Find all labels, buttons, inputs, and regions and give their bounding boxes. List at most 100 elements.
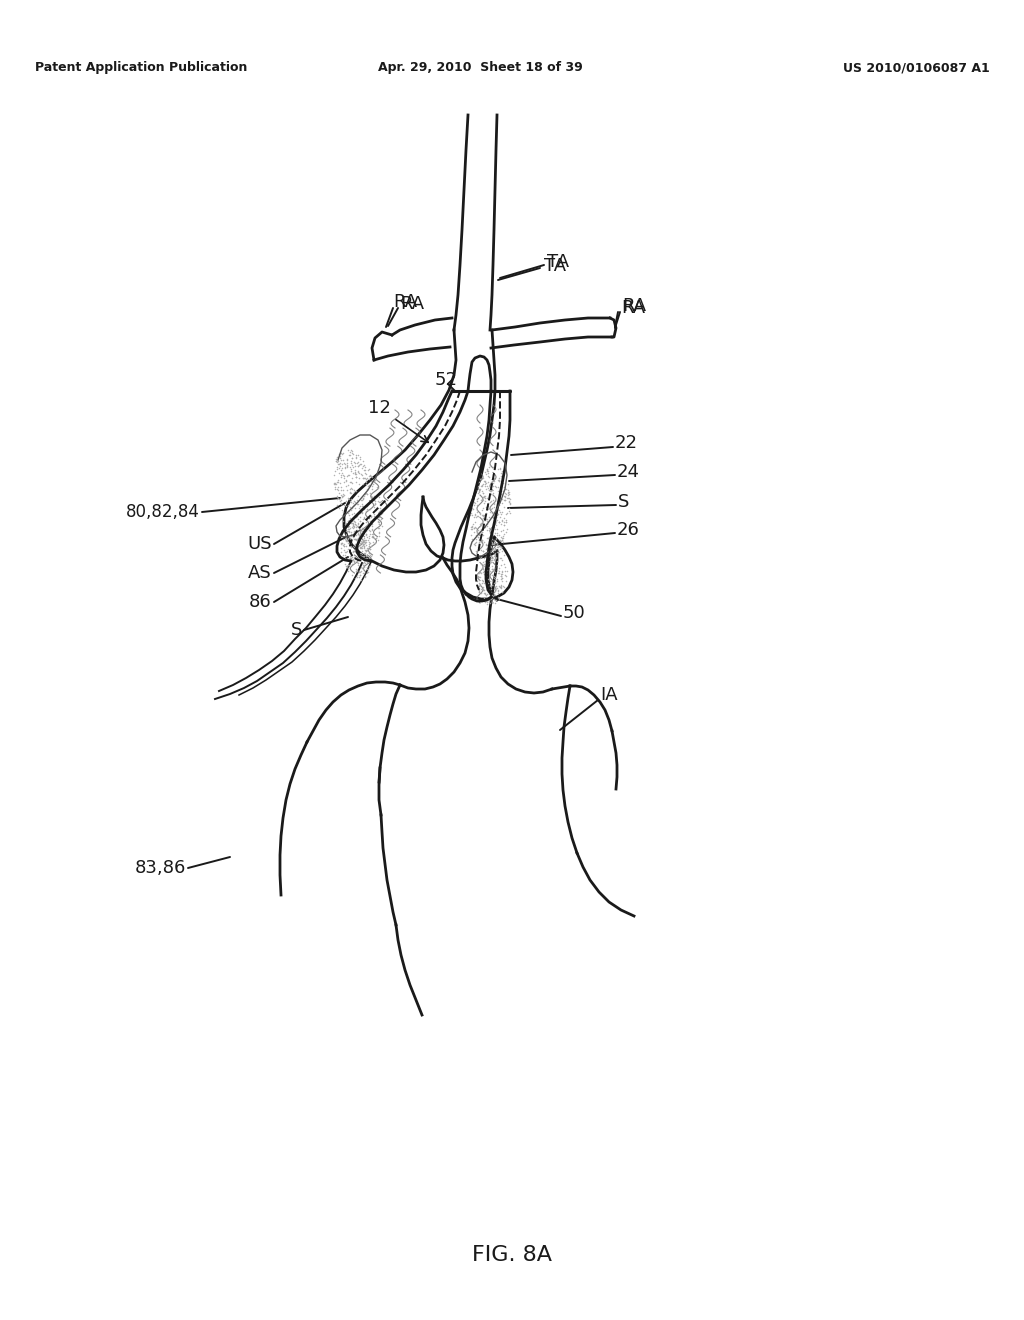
Text: US: US: [248, 535, 272, 553]
Point: [467, 504, 483, 525]
Point: [348, 517, 365, 539]
Point: [471, 482, 487, 503]
Point: [479, 554, 496, 576]
Point: [496, 480, 512, 502]
Point: [361, 466, 378, 487]
Point: [488, 570, 505, 591]
Point: [355, 545, 372, 566]
Point: [489, 458, 506, 479]
Point: [338, 517, 354, 539]
Point: [349, 528, 366, 549]
Point: [471, 531, 487, 552]
Point: [485, 483, 502, 504]
Point: [493, 537, 509, 558]
Point: [343, 488, 359, 510]
Point: [348, 550, 365, 572]
Point: [494, 459, 510, 480]
Point: [463, 524, 479, 545]
Point: [352, 446, 369, 467]
Point: [340, 474, 356, 495]
Point: [494, 576, 510, 597]
Point: [480, 519, 497, 540]
Point: [360, 517, 377, 539]
Point: [488, 577, 505, 598]
Point: [480, 583, 497, 605]
Point: [330, 477, 346, 498]
Point: [475, 506, 492, 527]
Point: [475, 541, 492, 562]
Point: [471, 569, 487, 590]
Point: [356, 533, 373, 554]
Point: [336, 465, 352, 486]
Point: [475, 498, 492, 519]
Point: [344, 478, 360, 499]
Point: [356, 506, 373, 527]
Point: [344, 511, 360, 532]
Point: [343, 482, 359, 503]
Point: [486, 519, 503, 540]
Point: [357, 532, 374, 553]
Point: [354, 529, 371, 550]
Point: [357, 457, 374, 478]
Point: [371, 525, 387, 546]
Point: [374, 515, 390, 536]
Point: [474, 499, 490, 520]
Point: [482, 545, 499, 566]
Point: [361, 482, 378, 503]
Point: [492, 511, 508, 532]
Point: [336, 467, 352, 488]
Point: [481, 517, 498, 539]
Point: [333, 541, 349, 562]
Point: [502, 488, 518, 510]
Point: [345, 552, 361, 573]
Point: [485, 533, 502, 554]
Point: [343, 473, 359, 494]
Point: [334, 521, 350, 543]
Point: [498, 504, 514, 525]
Point: [487, 515, 504, 536]
Point: [494, 574, 510, 595]
Point: [497, 478, 513, 499]
Point: [465, 513, 481, 535]
Point: [357, 459, 374, 480]
Point: [357, 474, 374, 495]
Point: [333, 533, 349, 554]
Point: [487, 507, 504, 528]
Point: [480, 573, 497, 594]
Point: [488, 524, 505, 545]
Point: [353, 457, 370, 478]
Point: [345, 546, 361, 568]
Point: [472, 582, 488, 603]
Point: [470, 565, 486, 586]
Point: [499, 560, 515, 581]
Point: [488, 554, 505, 576]
Point: [497, 486, 513, 507]
Point: [334, 454, 350, 475]
Point: [357, 524, 374, 545]
Point: [352, 565, 369, 586]
Point: [341, 488, 357, 510]
Point: [366, 487, 382, 508]
Point: [364, 486, 380, 507]
Point: [476, 532, 493, 553]
Point: [488, 533, 505, 554]
Point: [335, 442, 351, 463]
Point: [352, 545, 369, 566]
Point: [362, 511, 379, 532]
Point: [488, 510, 505, 531]
Point: [347, 453, 364, 474]
Point: [347, 492, 364, 513]
Point: [336, 536, 352, 557]
Point: [354, 548, 371, 569]
Point: [350, 516, 367, 537]
Point: [351, 454, 368, 475]
Point: [354, 467, 371, 488]
Point: [345, 495, 361, 516]
Point: [334, 457, 350, 478]
Point: [484, 539, 501, 560]
Point: [364, 475, 380, 496]
Point: [466, 507, 482, 528]
Point: [478, 587, 495, 609]
Point: [366, 486, 382, 507]
Point: [346, 525, 362, 546]
